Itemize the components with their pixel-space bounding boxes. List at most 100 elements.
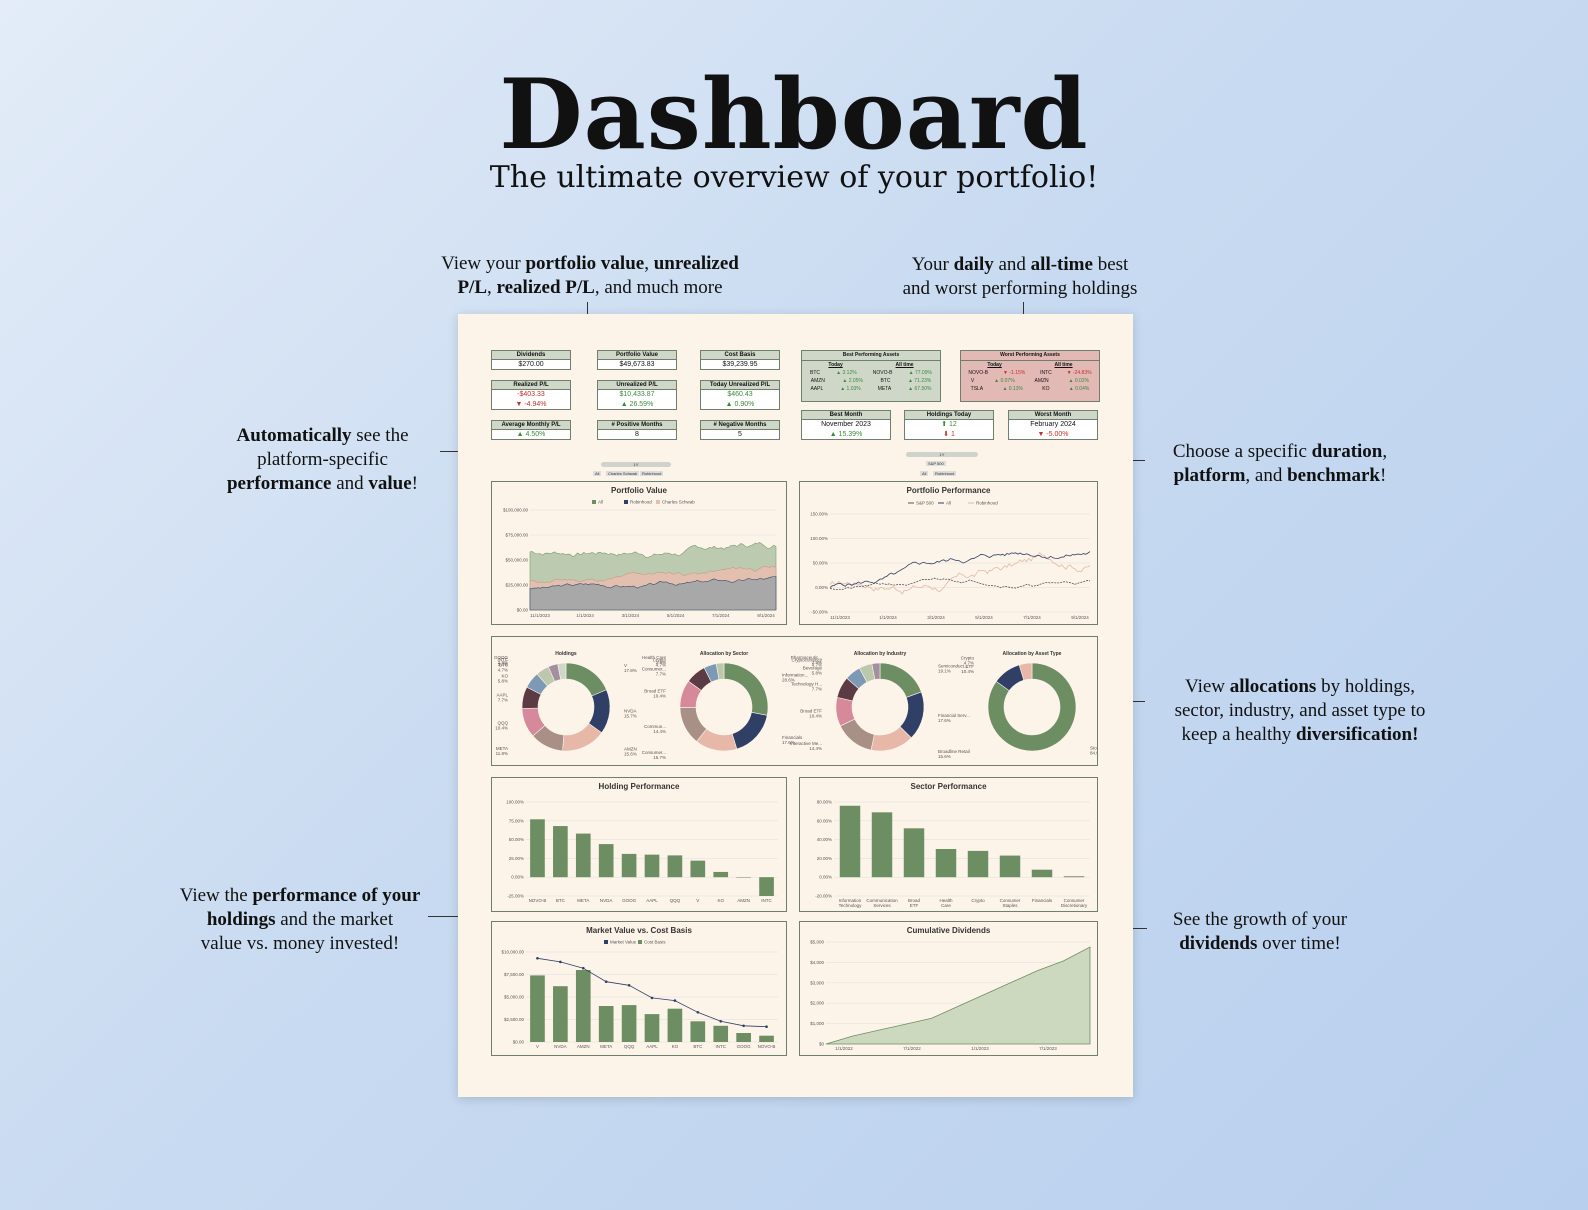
bar — [1063, 876, 1085, 878]
legend-swatch — [624, 500, 628, 504]
worst-title: Worst Performing Assets — [961, 351, 1099, 361]
kpi-box: # Positive Months 8 — [597, 420, 677, 440]
slice-label: META — [496, 746, 508, 751]
legend-swatch — [604, 940, 608, 944]
platform-chip[interactable]: All — [920, 471, 929, 476]
kpi-value: 5 — [738, 431, 742, 438]
x-tick-label-part: Staples — [1002, 903, 1018, 908]
slice-value: 10.4% — [495, 726, 508, 731]
series-all-line — [829, 551, 1091, 588]
x-tick-label: NVDA — [600, 898, 613, 903]
duration-select-left[interactable]: 1Y — [601, 462, 671, 467]
x-tick-label-part: Discretionary — [1061, 903, 1088, 908]
platform-chip[interactable]: All — [593, 471, 602, 476]
y-tick-label: 40.00% — [817, 837, 832, 842]
donut-slice — [565, 662, 607, 697]
slice-label: Semiconduct... — [938, 664, 968, 669]
kpi-label: Today Unrealized P/L — [701, 381, 779, 390]
x-tick-label: KO — [717, 898, 724, 903]
platform-chip[interactable]: Charles Schwab — [606, 471, 640, 476]
donut-slice — [731, 711, 768, 750]
kpi-label: # Positive Months — [598, 421, 676, 430]
x-tick-label-part: Care — [941, 903, 951, 908]
bar — [667, 1008, 683, 1042]
y-tick-label: $0.00 — [513, 1040, 525, 1045]
kpi-label: Dividends — [492, 351, 570, 360]
slice-value: 7.7% — [498, 698, 508, 703]
x-tick-label: BTC — [556, 898, 566, 903]
donut-title: Allocation by Sector — [700, 651, 748, 657]
slice-label: KO — [501, 674, 508, 679]
slice-value: 15.7% — [653, 755, 666, 760]
kpi-label: Portfolio Value — [598, 351, 676, 360]
slice-label: AAPL — [496, 693, 508, 698]
note-div: See the growth of your dividends over ti… — [1172, 909, 1348, 954]
x-tick-label: 9/1/2024 — [1071, 615, 1089, 620]
y-tick-label: $10,000.00 — [501, 950, 524, 955]
slice-label: Broad ETF — [644, 688, 666, 693]
kpi-value: ▲ 4.50% — [516, 431, 546, 438]
month-box: Worst Month February 2024 ▼ -5.00% — [1008, 410, 1098, 440]
x-tick-label: 3/1/2024 — [622, 613, 640, 618]
x-tick-label: AMZN — [737, 898, 750, 903]
slice-value: 14.4% — [809, 746, 822, 751]
kpi-value: $270.00 — [518, 361, 544, 368]
kpi-box: Dividends $270.00 — [491, 350, 571, 370]
x-tick-label: 3/1/2024 — [927, 615, 945, 620]
month-box: Best Month November 2023 ▲ 15.39% — [801, 410, 891, 440]
market-value-chart: $10,000.00 $7,500.00 $5,000.00 $2,500.00 $0.… — [501, 940, 778, 1049]
x-tick-label: META — [577, 898, 589, 903]
y-tick-label: 0.00% — [511, 875, 524, 880]
x-tick-label: QQQ — [624, 1044, 635, 1049]
y-tick-label: $0 — [819, 1042, 825, 1047]
x-tick-label: 9/1/2024 — [757, 613, 775, 618]
note-top-left: View your portfolio value, unrealized P/… — [441, 253, 739, 298]
slice-label: Information... — [782, 672, 808, 677]
bar — [644, 1014, 660, 1042]
x-tick-label-part: Financials — [1032, 898, 1053, 903]
bar — [575, 833, 591, 878]
bar — [759, 877, 774, 896]
y-tick-label: 100.00% — [506, 800, 524, 805]
holding-performance-chart: 100.00% 75.00% 50.00% 25.00% 0.00% -25.00% NOV… — [506, 800, 778, 903]
legend-swatch — [656, 500, 660, 504]
x-tick-label-part: Consumer — [1064, 898, 1085, 903]
x-tick-label: Consumer Staples — [1000, 898, 1021, 908]
y-tick-label: 50.00% — [813, 561, 828, 566]
duration-select-right[interactable]: 1Y — [906, 452, 978, 457]
benchmark-chip[interactable]: S&P 500 — [926, 461, 946, 466]
x-tick-label-part: Consumer — [1000, 898, 1021, 903]
bar — [736, 877, 751, 878]
x-tick-label-part: ETF — [910, 903, 919, 908]
best-alltime-header: All time — [895, 362, 914, 368]
platform-chip[interactable]: Robinhood — [640, 471, 664, 476]
panel-title: Sector Performance — [910, 782, 987, 791]
month-value: ⬆ 12 — [941, 421, 957, 428]
y-tick-label: $3,000 — [810, 980, 824, 985]
slice-value: 2.9% — [656, 660, 666, 665]
x-tick-label: V — [696, 898, 699, 903]
x-tick-label: NOVO-B — [758, 1044, 776, 1049]
perf-cell: ▲ 3.12% — [836, 370, 857, 376]
bar — [871, 812, 893, 878]
y-tick-label: 150.00% — [810, 512, 828, 517]
kpi-box: Realized P/L -$403.33 ▼ -4.94% — [491, 380, 571, 410]
worst-performing-panel: Worst Performing Assets Today All time NO… — [960, 350, 1100, 402]
donut-slice — [557, 662, 567, 680]
x-tick-label: NVDA — [554, 1044, 567, 1049]
bar — [553, 826, 568, 878]
slice-label: Pharmaceutic... — [791, 655, 822, 660]
slice-value: 19.1% — [938, 669, 951, 674]
y-tick-label: $7,500.00 — [504, 972, 525, 977]
worst-alltime-header: All time — [1054, 362, 1073, 368]
panel-title: Portfolio Performance — [906, 486, 991, 495]
y-tick-label: -50.00% — [811, 610, 828, 615]
y-tick-label: -25.00% — [507, 894, 524, 899]
x-tick-label: Broad ETF — [908, 898, 921, 908]
x-tick-label: INTC — [715, 1044, 726, 1049]
x-tick-label: 7/1/2023 — [1039, 1046, 1057, 1051]
slice-value: 10.4% — [809, 713, 822, 718]
platform-chip[interactable]: Robinhood — [933, 471, 957, 476]
y-tick-label: $75,000.00 — [505, 533, 528, 538]
x-tick-label: 7/1/2022 — [903, 1046, 921, 1051]
